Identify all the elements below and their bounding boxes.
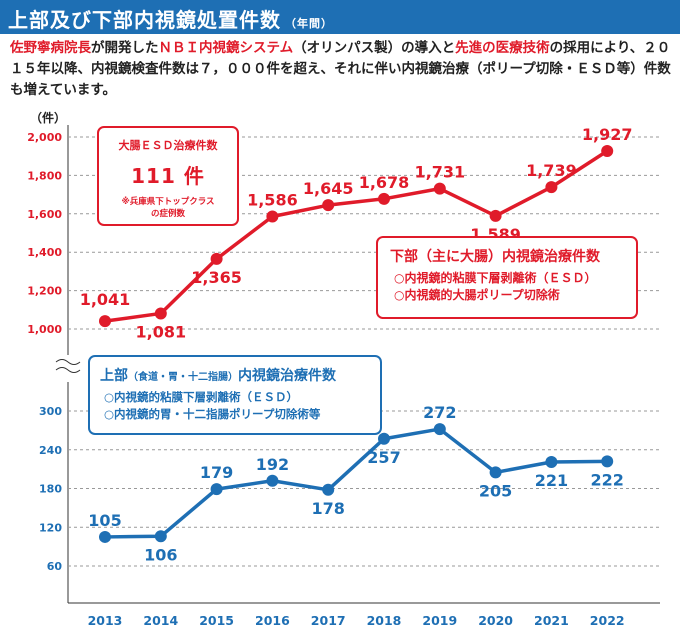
y-tick-label: 1,400 xyxy=(27,246,62,259)
data-point xyxy=(210,252,223,265)
x-tick-label: 2016 xyxy=(255,613,290,628)
series-line xyxy=(104,427,608,539)
page-subtitle: （年間） xyxy=(285,17,333,30)
data-point xyxy=(378,432,390,445)
data-point xyxy=(210,483,223,496)
y-tick-label: 1,200 xyxy=(27,285,62,298)
esd-count-label: 大腸ＥＳＤ治療件数 xyxy=(118,139,218,152)
data-point xyxy=(433,423,446,436)
legend-lower: 下部（主に大腸）内視鏡治療件数 ○内視鏡的粘膜下層剥離術（ＥＳＤ） ○内視鏡的大… xyxy=(376,236,638,319)
data-point xyxy=(378,192,390,205)
description-system: ＮＢＩ内視鏡システム xyxy=(158,40,294,56)
data-point xyxy=(99,530,111,543)
data-label: 1,739 xyxy=(526,161,577,180)
y-tick-label: 300 xyxy=(39,405,62,418)
x-tick-label: 2015 xyxy=(199,613,234,628)
description: 佐野寧病院長が開発したＮＢＩ内視鏡システム（オリンパス製）の導入と先進の医療技術… xyxy=(10,38,675,101)
data-label: 1,041 xyxy=(80,290,131,309)
legend-upper-item: ○内視鏡的胃・十二指腸ポリープ切除術等 xyxy=(104,407,321,421)
y-tick-label: 60 xyxy=(47,560,63,573)
data-point xyxy=(322,199,335,212)
data-label: 179 xyxy=(200,463,233,482)
data-label: 222 xyxy=(590,470,623,489)
legend-lower-item: ○内視鏡的大腸ポリープ切除術 xyxy=(394,288,560,302)
data-label: 257 xyxy=(367,448,400,467)
data-point xyxy=(433,182,446,195)
legend-upper-title: 上部（食道・胃・十二指腸）内視鏡治療件数 xyxy=(100,368,336,384)
x-tick-label: 2019 xyxy=(422,613,457,628)
axis-break-mark xyxy=(55,367,81,373)
x-tick-label: 2020 xyxy=(478,613,513,628)
description-name: 佐野寧病院長 xyxy=(10,40,91,56)
data-point xyxy=(154,307,167,320)
y-tick-label: 1,000 xyxy=(27,323,62,336)
x-tick-label: 2013 xyxy=(88,613,123,628)
esd-count-value: 111 件 xyxy=(131,164,205,188)
y-tick-label: 240 xyxy=(39,444,62,457)
data-point xyxy=(99,315,111,328)
x-tick-label: 2017 xyxy=(311,613,346,628)
data-point xyxy=(322,483,335,496)
data-label: 1,645 xyxy=(303,179,354,198)
data-label: 1,365 xyxy=(191,268,242,287)
data-label: 221 xyxy=(535,471,568,490)
y-tick-label: 1,600 xyxy=(27,208,62,221)
y-axis-unit: （件） xyxy=(30,110,66,125)
x-tick-label: 2021 xyxy=(534,613,569,628)
y-tick-label: 180 xyxy=(39,483,62,496)
data-point xyxy=(489,209,502,222)
y-tick-label: 120 xyxy=(39,521,62,534)
data-label: 106 xyxy=(144,545,177,564)
x-tick-label: 2022 xyxy=(590,613,625,628)
esd-count-box: 大腸ＥＳＤ治療件数 111 件 ※兵庫県下トップクラス の症例数 xyxy=(97,126,239,226)
data-point xyxy=(266,474,279,487)
data-label: 205 xyxy=(479,481,512,500)
legend-lower-item: ○内視鏡的粘膜下層剥離術（ＥＳＤ） xyxy=(394,271,597,285)
esd-count-note: ※兵庫県下トップクラス の症例数 xyxy=(121,197,215,219)
x-tick-label: 2018 xyxy=(367,613,402,628)
page-title: 上部及び下部内視鏡処置件数 （年間） xyxy=(8,8,333,32)
data-point xyxy=(601,455,614,468)
description-text-2: （オリンパス製）の導入と xyxy=(293,40,456,56)
axis-break-mark xyxy=(55,359,81,365)
data-point xyxy=(154,530,167,543)
x-tick-label: 2014 xyxy=(143,613,178,628)
legend-lower-title: 下部（主に大腸）内視鏡治療件数 xyxy=(390,249,600,265)
series-line xyxy=(104,149,609,323)
data-label: 272 xyxy=(423,403,456,422)
legend-upper-item: ○内視鏡的粘膜下層剥離術（ＥＳＤ） xyxy=(104,390,299,404)
data-label: 105 xyxy=(88,511,121,530)
page-header: 上部及び下部内視鏡処置件数 （年間） xyxy=(0,0,680,34)
data-point xyxy=(545,456,558,469)
data-point xyxy=(545,181,558,194)
data-label: 1,927 xyxy=(582,125,633,144)
data-point xyxy=(601,145,614,158)
data-point xyxy=(489,466,502,479)
data-label: 1,586 xyxy=(247,190,298,209)
description-text-3: の採用により、２０１５年以降、内視鏡検査件数は７，０００件を超え、それに伴い内視… xyxy=(10,40,671,98)
y-tick-label: 2,000 xyxy=(27,131,62,144)
data-point xyxy=(266,210,279,223)
data-label: 1,081 xyxy=(135,322,186,341)
description-text-1: が開発した xyxy=(91,40,159,56)
data-label: 1,678 xyxy=(359,173,410,192)
y-tick-label: 1,800 xyxy=(27,169,62,182)
legend-upper: 上部（食道・胃・十二指腸）内視鏡治療件数 ○内視鏡的粘膜下層剥離術（ＥＳＤ） ○… xyxy=(88,355,382,435)
data-label: 192 xyxy=(256,455,289,474)
data-label: 178 xyxy=(311,499,344,518)
data-label: 1,731 xyxy=(414,163,465,182)
description-tech: 先進の医療技術 xyxy=(455,40,550,56)
